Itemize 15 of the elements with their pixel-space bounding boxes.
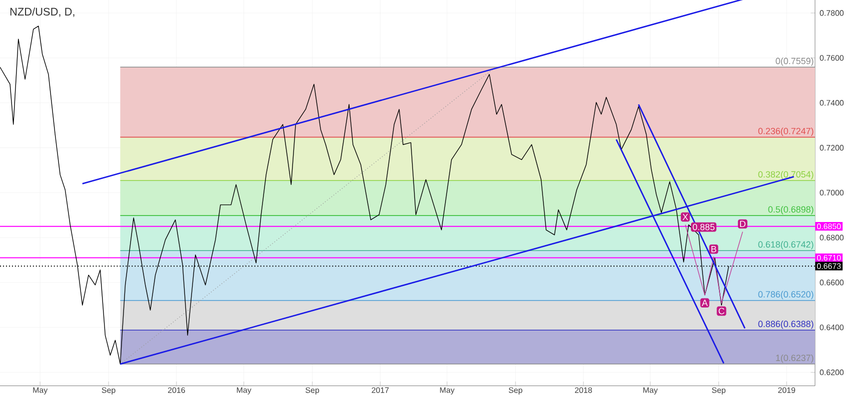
ref-line-label: 0.786(0.6520) — [758, 290, 814, 300]
ref-line-label: 1(0.6237) — [776, 354, 814, 363]
ref-line-label: 0.886(0.6388) — [758, 320, 814, 329]
ref-line-label: 0.618(0.6742) — [758, 241, 814, 250]
annotation: A — [702, 300, 708, 306]
annotation: X — [682, 214, 688, 220]
ref-line-label: 0.236(0.7247) — [758, 128, 814, 136]
annotation: C — [718, 308, 724, 314]
annotation: D — [740, 220, 746, 228]
ref-line-label: 0.382(0.7054) — [758, 170, 814, 180]
annotation: 0.885 — [692, 224, 715, 230]
ref-line-label: 0(0.7559) — [776, 58, 814, 66]
annotation: B — [711, 246, 716, 252]
ref-line-label: 0.5(0.6898) — [768, 206, 814, 214]
text: NZD/USD, D, — [10, 8, 74, 17]
